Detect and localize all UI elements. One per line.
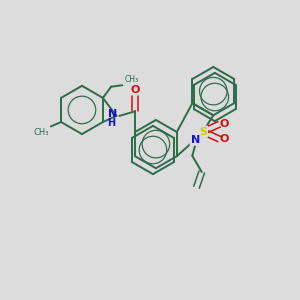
Text: CH₃: CH₃ [125,75,139,84]
Text: N: N [108,110,118,119]
Text: O: O [220,119,229,129]
Text: N: N [191,135,200,145]
Text: H: H [107,118,116,128]
Text: S: S [199,127,207,136]
Text: O: O [130,85,140,94]
Text: CH₃: CH₃ [34,128,49,137]
Text: O: O [220,134,229,144]
